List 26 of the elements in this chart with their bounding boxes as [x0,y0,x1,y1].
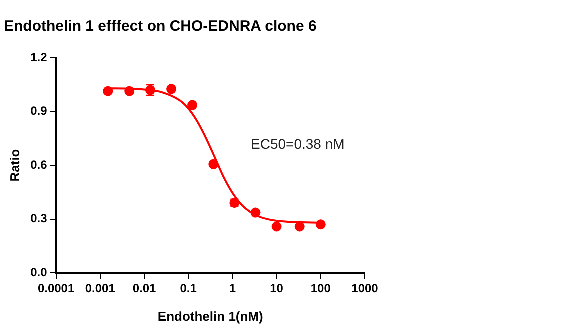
x-tick-label: 1000 [352,282,379,296]
x-tick-label: 0.0001 [38,282,75,296]
chart-title: Endothelin 1 efffect on CHO-EDNRA clone 6 [4,18,317,36]
x-axis-title: Endothelin 1(nM) [158,308,264,324]
point [166,84,177,94]
point [124,86,135,96]
x-tick-label: 10 [270,282,284,296]
x-tick-label: 1 [229,282,236,296]
point [316,220,326,230]
point [272,222,282,232]
x-tick-label: 0.001 [85,282,116,296]
point [294,222,305,232]
point [103,86,114,96]
point [188,100,198,110]
x-tick-label: 0.01 [132,282,156,296]
y-tick-label: 0.9 [30,104,48,118]
x-tick-label: 0.1 [180,282,198,296]
y-tick-label: 0.6 [30,158,48,172]
y-tick-label: 0.0 [30,265,48,280]
y-tick-label: 1.2 [30,50,48,64]
point [250,208,261,218]
x-tick-label: 100 [310,282,332,296]
annotation: EC50=0.38 nM [251,136,345,152]
y-axis-title: Ratio [7,149,22,182]
point [208,159,219,170]
y-tick-label: 0.3 [30,212,48,226]
